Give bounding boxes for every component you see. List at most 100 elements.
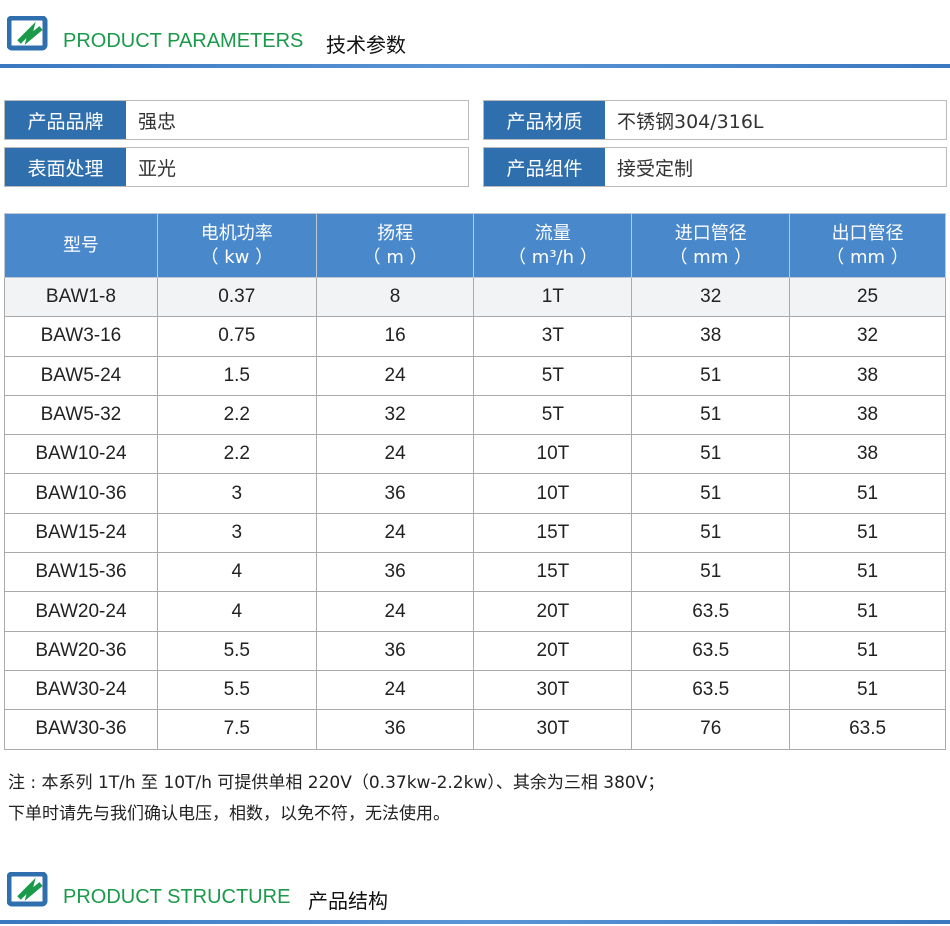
table-cell: 51	[789, 512, 946, 554]
table-cell: 51	[789, 630, 946, 671]
note-line: 注 : 本系列 1T/h 至 10T/h 可提供单相 220V（0.37kw-2…	[8, 773, 665, 793]
table-cell: 4	[156, 591, 317, 632]
header-unit: （ mm ）	[669, 246, 752, 268]
info-value: 亚光	[138, 157, 177, 180]
info-value: 强忠	[138, 110, 177, 133]
table-cell: BAW10-24	[4, 434, 158, 475]
table-cell: 4	[156, 552, 317, 593]
table-cell: 32	[631, 276, 791, 318]
section-header-parameters: PRODUCT PARAMETERS 技术参数	[0, 10, 950, 70]
table-row: BAW10-24 2.2 24 10T 51 38	[4, 434, 946, 475]
section-title-en: PRODUCT PARAMETERS	[63, 30, 304, 52]
table-cell: 20T	[473, 630, 633, 671]
table-cell: BAW3-16	[4, 316, 158, 357]
table-cell: 1T	[473, 276, 633, 318]
table-cell: 24	[315, 512, 475, 554]
note: 注 : 本系列 1T/h 至 10T/h 可提供单相 220V（0.37kw-2…	[8, 768, 664, 830]
table-row: BAW5-32 2.2 32 5T 51 38	[4, 394, 946, 436]
table-cell: 51	[789, 552, 946, 593]
table-cell: 36	[315, 709, 475, 750]
table-cell: 51	[631, 473, 791, 514]
table-row: BAW10-36 3 36 10T 51 51	[4, 473, 946, 514]
table-row: BAW1-8 0.37 8 1T 32 25	[4, 276, 946, 318]
table-cell: 24	[315, 434, 475, 475]
table-row: BAW3-16 0.75 16 3T 38 32	[4, 316, 946, 357]
table-cell: 24	[315, 669, 475, 711]
column-header: 出口管径（ mm ）	[789, 213, 946, 278]
table-cell: 36	[315, 630, 475, 671]
column-header: 流量（ m³/h ）	[473, 213, 633, 278]
table-cell: 25	[789, 276, 946, 318]
info-label: 表面处理	[5, 148, 126, 186]
table-cell: 63.5	[789, 709, 946, 750]
table-cell: 3	[156, 512, 317, 554]
table-cell: BAW15-36	[4, 552, 158, 593]
header-label: 扬程	[377, 222, 414, 244]
table-cell: 36	[315, 552, 475, 593]
table-cell: 0.75	[156, 316, 317, 357]
table-cell: 15T	[473, 552, 633, 593]
table-cell: 10T	[473, 473, 633, 514]
table-row: BAW30-36 7.5 36 30T 76 63.5	[4, 709, 946, 750]
table-cell: 2.2	[156, 434, 317, 475]
table-cell: 30T	[473, 709, 633, 750]
table-cell: 3	[156, 473, 317, 514]
table-cell: 51	[631, 552, 791, 593]
table-cell: 38	[789, 355, 946, 396]
table-cell: 38	[789, 394, 946, 436]
parameter-table: 型号 电机功率（ kw ）扬程（ m ）流量（ m³/h ）进口管径（ mm ）出…	[4, 213, 946, 750]
section-title-en: PRODUCT STRUCTURE	[63, 886, 291, 908]
table-cell: 24	[315, 355, 475, 396]
table-cell: BAW30-24	[4, 669, 158, 711]
table-cell: 36	[315, 473, 475, 514]
table-cell: BAW20-36	[4, 630, 158, 671]
info-surface: 表面处理 亚光	[4, 147, 469, 187]
info-value: 不锈钢304/316L	[617, 110, 764, 133]
table-cell: 5.5	[156, 630, 317, 671]
header-unit: （ kw ）	[200, 246, 274, 268]
table-cell: 63.5	[631, 591, 791, 632]
column-header: 进口管径（ mm ）	[631, 213, 791, 278]
table-cell: 51	[631, 394, 791, 436]
header-unit: （ m³/h ）	[508, 246, 598, 268]
section-title-cn: 技术参数	[326, 33, 406, 57]
table-cell: 10T	[473, 434, 633, 475]
table-cell: 5.5	[156, 669, 317, 711]
table-cell: 1.5	[156, 355, 317, 396]
column-header: 电机功率（ kw ）	[156, 213, 317, 278]
table-cell: 5T	[473, 355, 633, 396]
info-value: 接受定制	[617, 157, 694, 180]
table-cell: 51	[631, 355, 791, 396]
table-cell: 15T	[473, 512, 633, 554]
table-cell: 63.5	[631, 669, 791, 711]
table-row: BAW30-24 5.5 24 30T 63.5 51	[4, 669, 946, 711]
info-brand: 产品品牌 强忠	[4, 100, 469, 140]
table-row: BAW15-36 4 36 15T 51 51	[4, 552, 946, 593]
table-cell: 51	[789, 473, 946, 514]
table-cell: 24	[315, 591, 475, 632]
header-label: 电机功率	[200, 222, 273, 244]
table-row: BAW20-36 5.5 36 20T 63.5 51	[4, 630, 946, 671]
table-cell: 32	[789, 316, 946, 357]
header-label: 出口管径	[831, 222, 904, 244]
section-header-structure: PRODUCT STRUCTURE 产品结构	[0, 866, 950, 926]
table-cell: BAW1-8	[4, 276, 158, 318]
table-cell: 0.37	[156, 276, 317, 318]
table-cell: 30T	[473, 669, 633, 711]
note-line: 下单时请先与我们确认电压，相数，以免不符，无法使用。	[8, 804, 450, 824]
info-material: 产品材质 不锈钢304/316L	[483, 100, 947, 140]
table-cell: 20T	[473, 591, 633, 632]
column-header: 扬程（ m ）	[315, 213, 475, 278]
table-cell: BAW5-24	[4, 355, 158, 396]
section-title-cn: 产品结构	[308, 889, 388, 913]
table-cell: BAW5-32	[4, 394, 158, 436]
header-unit: （ m ）	[362, 246, 428, 268]
info-component: 产品组件 接受定制	[483, 147, 947, 187]
brand-logo-icon	[7, 16, 48, 51]
table-cell: 7.5	[156, 709, 317, 750]
table-cell: 38	[789, 434, 946, 475]
table-row: BAW5-24 1.5 24 5T 51 38	[4, 355, 946, 396]
table-cell: BAW30-36	[4, 709, 158, 750]
info-label: 产品材质	[484, 101, 605, 139]
table-cell: 51	[631, 512, 791, 554]
